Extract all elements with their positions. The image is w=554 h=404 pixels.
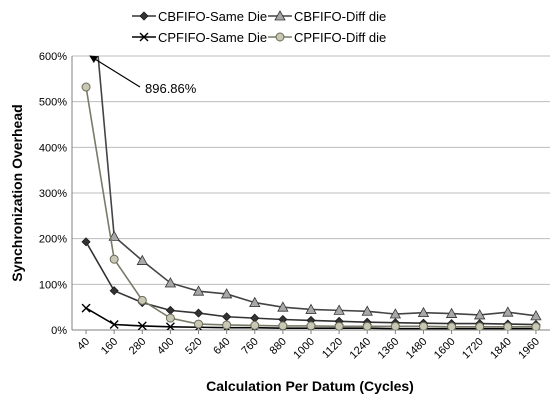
data-point [250,313,260,323]
data-point [418,321,428,330]
data-point [334,321,344,330]
data-point [81,237,91,247]
data-point [333,304,345,315]
x-axis-ticks: 40 160 280 400 520 640 760 880 1000 1120 1240 1360 1… [75,330,542,361]
data-point [445,307,458,318]
legend-swatch-marker [275,32,285,42]
legend-swatch-marker [139,11,149,21]
data-point [447,322,457,330]
y-tick-label: 600% [39,51,67,63]
x-tick-label: 280 [127,336,148,357]
x-tick-label: 1120 [320,336,345,361]
legend-label: CPFIFO-Same Die [158,30,267,45]
data-point [417,306,430,318]
annotation-label: 896.86% [145,81,197,96]
data-point [389,308,402,319]
y-tick-label: 0% [51,325,67,337]
data-point [278,321,288,330]
data-point [503,322,513,330]
legend-item: CBFIFO-Same Die [132,9,267,24]
series-line [97,56,537,317]
legend-item: CPFIFO-Same Die [132,30,267,45]
data-point [108,230,120,241]
data-point [502,306,514,317]
y-tick-label: 300% [39,188,67,200]
y-axis-ticks: 0% 100% 200% 300% 400% 500% 600% [39,51,67,337]
x-tick-label: 160 [99,336,120,357]
data-point [137,321,147,330]
data-point [531,322,541,330]
x-tick-label: 1480 [404,336,430,362]
data-point [164,277,177,288]
x-tick-label: 1240 [348,336,374,362]
data-point [361,305,373,316]
gridlines [72,55,550,285]
data-point [530,310,542,321]
legend-swatch-marker [139,32,149,42]
data-point [390,321,400,330]
x-tick-label: 1000 [291,336,317,362]
y-tick-label: 100% [39,279,67,291]
data-point [222,320,232,330]
data-point [81,82,91,92]
x-axis-title: Calculation Per Datum (Cycles) [206,378,414,394]
data-point [277,301,289,312]
data-point [222,312,232,322]
data-point [109,286,119,296]
x-tick-label: 640 [211,336,232,357]
series-line [85,86,536,328]
annotation-group: 896.86% [89,55,197,96]
x-tick-label: 1720 [460,336,486,362]
y-tick-label: 200% [39,234,67,246]
data-point [474,309,486,320]
x-tick-label: 400 [155,336,176,357]
data-point [165,313,175,323]
x-tick-label: 1360 [376,336,402,362]
data-point [165,322,175,330]
x-tick-label: 1840 [488,336,514,362]
data-point [137,295,147,305]
data-point [475,322,485,330]
data-point [194,319,204,329]
data-point [193,308,204,318]
data-point [109,320,119,330]
x-tick-label: 760 [239,336,260,357]
y-tick-label: 500% [39,97,67,109]
data-point [165,305,175,315]
series-1 [97,56,542,321]
x-tick-label: 880 [268,336,289,357]
annotation-arrow [89,55,141,88]
x-tick-label: 1960 [516,336,542,362]
y-axis-title: Synchronization Overhead [9,104,25,281]
x-tick-label: 1600 [432,336,458,362]
data-point [220,288,233,299]
data-point [136,254,148,265]
data-point [250,320,260,330]
legend-item: CBFIFO-Diff die [268,9,386,24]
data-point [305,303,317,314]
data-point [362,321,372,330]
data-point [306,321,316,330]
data-point [109,254,119,264]
legend-label: CBFIFO-Diff die [294,9,386,24]
series-3 [81,82,541,330]
legend-label: CBFIFO-Same Die [158,9,267,24]
legend-label: CPFIFO-Diff die [294,30,386,45]
data-point [192,285,205,296]
x-tick-label: 520 [183,336,204,357]
legend-item: CPFIFO-Diff die [268,30,386,45]
data-point [249,296,261,308]
data-point [81,303,91,313]
series-group [81,56,542,330]
legend: CBFIFO-Same Die CBFIFO-Diff die CPFIFO-Sam… [132,9,386,45]
x-tick-label: 40 [75,336,92,353]
y-tick-label: 400% [39,142,67,154]
legend-swatch-marker [274,10,286,21]
